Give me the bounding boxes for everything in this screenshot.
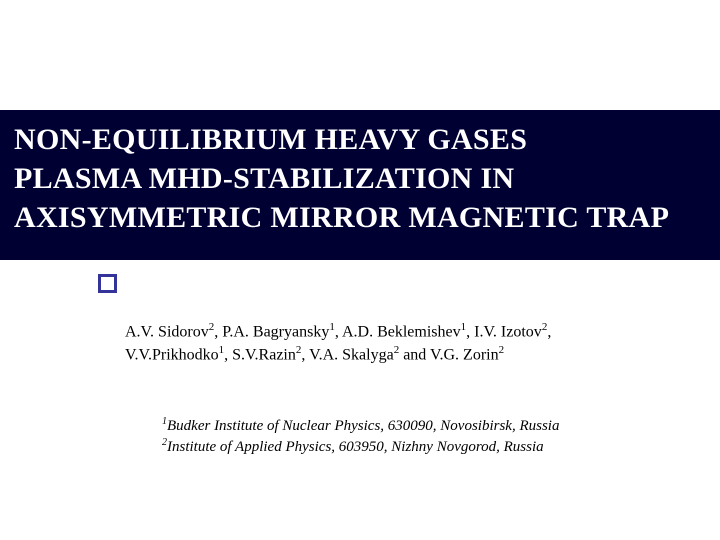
author-name: S.V.Razin [232,346,296,363]
author-affil-sup: 2 [499,344,505,356]
author-separator: and [399,346,430,363]
author-separator: , [547,323,551,340]
affiliation-line: 2Institute of Applied Physics, 603950, N… [162,436,682,457]
title-line-1: NON-EQUILIBRIUM HEAVY GASES [14,123,527,156]
accent-square-icon [98,274,117,293]
author-name: V.G. Zorin [430,346,499,363]
authors-block: A.V. Sidorov2, P.A. Bagryansky1, A.D. Be… [125,320,665,366]
author-separator: , [301,346,309,363]
author-name: V.V.Prikhodko [125,346,219,363]
author-name: A.D. Beklemishev [342,323,461,340]
affiliation-line: 1Budker Institute of Nuclear Physics, 63… [162,415,682,436]
title-line-3: AXISYMMETRIC MIRROR MAGNETIC TRAP [14,201,669,234]
affiliation-text: Budker Institute of Nuclear Physics, 630… [167,418,559,434]
author-name: A.V. Sidorov [125,323,209,340]
slide-title: NON-EQUILIBRIUM HEAVY GASES PLASMA MHD-S… [14,120,720,237]
author-separator: , [224,346,232,363]
author-name: P.A. Bagryansky [222,323,329,340]
slide: NON-EQUILIBRIUM HEAVY GASES PLASMA MHD-S… [0,0,720,540]
author-name: I.V. Izotov [474,323,542,340]
affiliations-block: 1Budker Institute of Nuclear Physics, 63… [162,415,682,458]
author-name: V.A. Skalyga [309,346,394,363]
title-line-2: PLASMA MHD-STABILIZATION IN [14,162,514,195]
author-separator: , [335,323,342,340]
author-separator: , [466,323,474,340]
affiliation-text: Institute of Applied Physics, 603950, Ni… [167,439,544,455]
